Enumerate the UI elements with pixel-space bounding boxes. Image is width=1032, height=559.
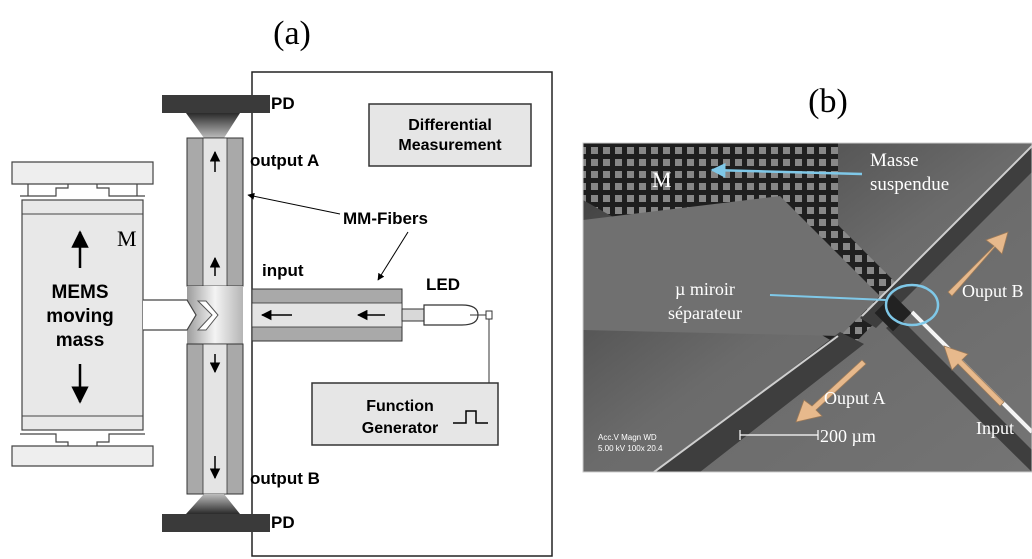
function-generator-box [311,382,499,446]
miroir-pointer [769,294,887,301]
masse-pointer [710,162,863,178]
function-line1: Function [366,398,434,415]
sem-output-b-label: Ouput B [962,281,1024,301]
sem-image [583,143,1032,472]
pd-bottom-label: PD [271,513,295,532]
light-cone-top [186,113,240,138]
panel-a: (a) Differential Measurement PD output A… [11,15,553,557]
mems-line3: mass [56,330,105,351]
panel-b-label: (b) [808,83,848,120]
sem-input-label: Input [976,418,1014,438]
sem-image-border [582,142,1032,473]
light-cone-bottom [186,494,240,514]
arrow-output-b [947,231,1009,297]
photodiode-bottom [162,514,270,532]
miroir-line2: séparateur [668,303,742,323]
differential-line1: Differential [408,117,492,134]
output-a-label: output A [250,151,319,170]
led-device [423,304,479,326]
arrow-input [943,345,1005,407]
mm-fibers-label: MM-Fibers [343,209,428,228]
sem-output-a-label: Ouput A [824,388,886,408]
differential-measurement-box [368,103,532,167]
masse-line1: Masse [870,150,919,171]
sem-info-line2: 5.00 kV 100x 20.4 [598,444,663,453]
mirror-highlight-circle [884,283,940,327]
mems-line1: MEMS [52,282,109,303]
micro-mirror [196,300,219,331]
mems-m-label: M [117,226,137,251]
sem-info-line1: Acc.V Magn WD [598,433,657,442]
panel-b: (b) M Masse suspendue µ miroir séparateu… [582,83,1032,473]
output-b-label: output B [250,469,320,488]
pulse-icon [453,410,488,424]
input-label: input [262,261,304,280]
miroir-line1: µ miroir [675,279,735,299]
panel-a-label: (a) [273,15,311,52]
differential-line2: Measurement [398,137,502,154]
pd-top-label: PD [271,94,295,113]
masse-line2: suspendue [870,174,949,195]
mems-line2: moving [46,306,114,327]
photodiode-top [162,95,270,113]
sem-m-label: M [652,167,672,192]
scale-label: 200 µm [820,426,876,446]
arrow-output-a [795,359,867,423]
function-line2: Generator [362,420,438,437]
led-label: LED [426,275,460,294]
